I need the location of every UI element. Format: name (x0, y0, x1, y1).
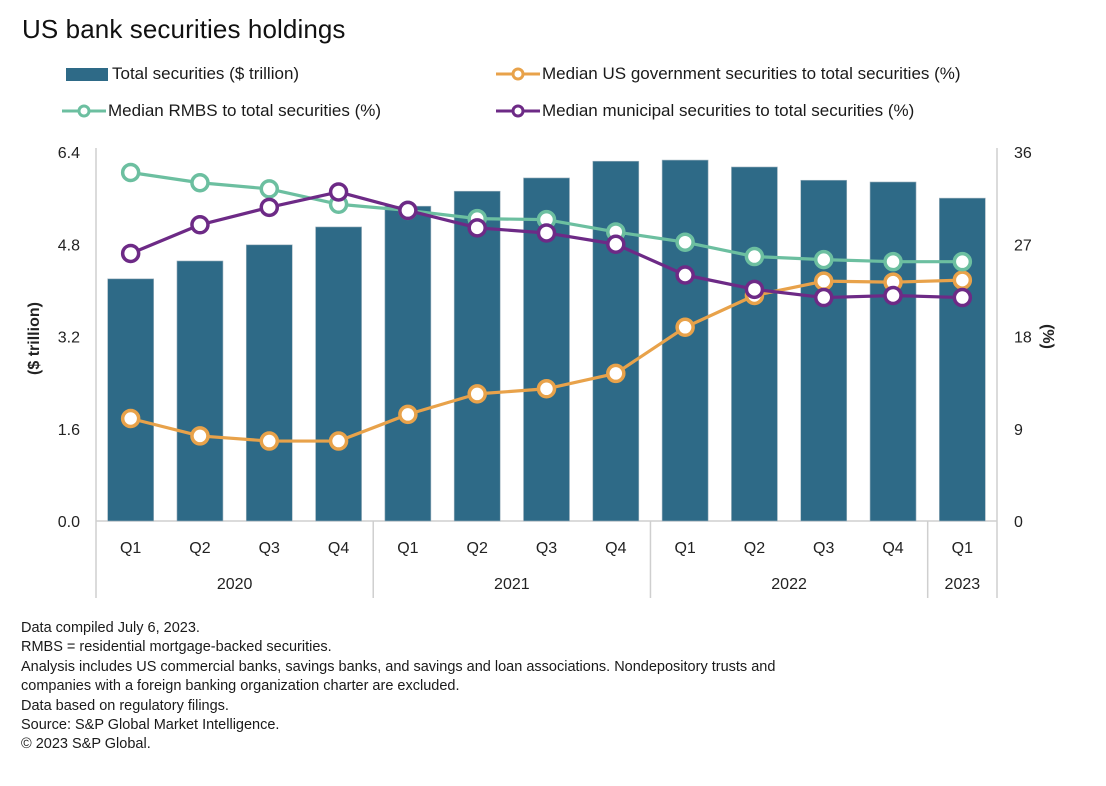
bar (245, 244, 293, 522)
bar (453, 190, 501, 522)
data-point (190, 173, 210, 193)
data-point (744, 279, 765, 300)
year-group-label: 2020 (217, 576, 253, 593)
right-tick-label: 36 (1014, 145, 1032, 162)
legend-total-securities: Total securities ($ trillion) (66, 64, 299, 84)
data-point (328, 431, 349, 451)
footnote-line: companies with a foreign banking organiz… (21, 678, 460, 695)
data-point (813, 271, 834, 291)
chart-title: US bank securities holdings (22, 14, 346, 44)
left-tick-label: 4.8 (58, 237, 80, 254)
data-point (536, 379, 557, 399)
data-point (952, 287, 973, 308)
footnotes: Data compiled July 6, 2023. RMBS = resid… (21, 619, 775, 755)
data-point (813, 287, 834, 308)
bar (592, 160, 640, 522)
x-tick-label: Q3 (536, 540, 557, 557)
legend-line-marker-icon (496, 104, 540, 118)
right-tick-label: 27 (1014, 237, 1032, 254)
data-point (190, 426, 210, 446)
left-tick-label: 0.0 (58, 514, 80, 531)
chart-plot-area: 0.0 1.6 3.2 4.8 6.4 0 9 18 27 36 ($ trillion) (%) Q1… (26, 145, 1056, 598)
x-tick-label: Q1 (397, 540, 418, 557)
data-point (398, 200, 418, 221)
legend-label: Median US government securities to total… (542, 64, 961, 83)
legend-label: Median municipal securities to total sec… (542, 101, 915, 120)
bar (800, 179, 848, 522)
footnote-line: © 2023 S&P Global. (21, 736, 151, 753)
footnote-line: Data compiled July 6, 2023. (21, 620, 200, 636)
legend-line-marker-icon (496, 67, 540, 81)
data-point (744, 246, 765, 267)
legend-label: Median RMBS to total securities (%) (108, 101, 382, 120)
x-tick-label: Q2 (744, 540, 765, 557)
legend-bar-swatch-icon (66, 67, 108, 81)
footnote-line: Source: S&P Global Market Intelligence. (21, 717, 280, 734)
data-point (813, 249, 834, 270)
left-tick-label: 3.2 (58, 330, 80, 347)
right-tick-label: 18 (1014, 330, 1032, 347)
legend-rmbs: Median RMBS to total securities (%) (62, 101, 381, 121)
x-tick-label: Q4 (882, 540, 903, 557)
data-point (467, 218, 487, 238)
data-point (536, 223, 557, 243)
data-point (120, 162, 141, 183)
legend-municipal: Median municipal securities to total sec… (496, 101, 914, 121)
x-tick-label: Q1 (674, 540, 695, 557)
bar (731, 166, 778, 522)
right-axis-title: (%) (1039, 324, 1056, 349)
data-point (259, 431, 280, 451)
data-point (675, 317, 695, 338)
data-point (120, 243, 141, 264)
footnote-line: Data based on regulatory filings. (21, 697, 229, 714)
right-tick-label: 9 (1014, 422, 1023, 439)
legend-label: Total securities ($ trillion) (112, 64, 300, 83)
data-point (606, 363, 626, 384)
x-tick-label: Q3 (813, 540, 834, 557)
year-group-label: 2022 (771, 576, 807, 593)
data-point (467, 384, 487, 404)
data-point (190, 215, 210, 235)
x-tick-label: Q4 (328, 540, 349, 557)
year-group-label: 2021 (494, 576, 530, 593)
bar (107, 278, 154, 522)
left-axis-title: ($ trillion) (26, 302, 43, 375)
legend-line-marker-icon (62, 104, 106, 118)
data-point (259, 197, 280, 218)
bar (869, 181, 917, 522)
data-point (328, 182, 349, 202)
x-tick-label: Q4 (605, 540, 626, 557)
data-point (883, 285, 903, 306)
x-tick-label: Q2 (189, 540, 210, 557)
footnote-line: Analysis includes US commercial banks, s… (21, 658, 776, 675)
bar (661, 159, 709, 522)
data-point (675, 265, 695, 285)
data-point (120, 408, 141, 429)
x-tick-label: Q3 (259, 540, 280, 557)
left-tick-label: 6.4 (58, 145, 80, 162)
bar (939, 197, 986, 522)
data-point (952, 270, 973, 290)
data-point (606, 234, 626, 254)
legend-us-gov: Median US government securities to total… (496, 64, 961, 84)
bar (176, 260, 224, 522)
data-point (952, 251, 973, 272)
data-point (259, 179, 280, 199)
x-tick-label: Q1 (120, 540, 141, 557)
data-point (883, 251, 903, 272)
bar (384, 205, 432, 522)
footnote-line: RMBS = residential mortgage-backed secur… (21, 639, 332, 656)
data-point (675, 232, 695, 252)
year-group-label: 2023 (945, 576, 981, 593)
right-tick-label: 0 (1014, 514, 1023, 531)
x-tick-label: Q1 (952, 540, 973, 557)
data-point (398, 404, 418, 425)
left-tick-label: 1.6 (58, 422, 80, 439)
x-tick-label: Q2 (467, 540, 488, 557)
bar (315, 226, 362, 522)
